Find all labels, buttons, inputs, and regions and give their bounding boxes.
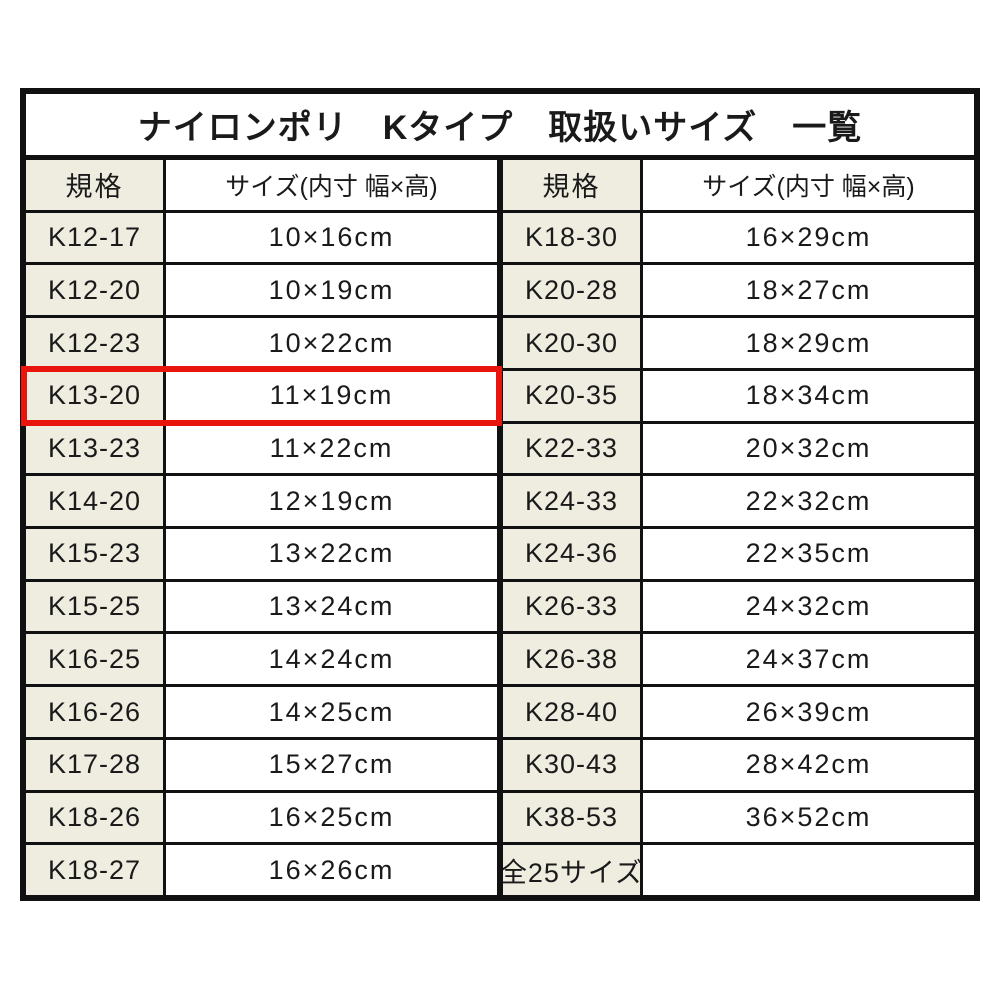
spec-code-cell: K12-23: [26, 318, 166, 368]
spec-code-cell: K26-38: [503, 634, 643, 685]
table-row: K18-30 16×29cm: [503, 212, 974, 266]
spec-code-cell: K38-53: [503, 792, 643, 843]
table-row: K16-25 14×24cm: [26, 634, 497, 688]
size-value-cell: 15×27cm: [166, 739, 497, 790]
spec-code-cell: K18-26: [26, 792, 166, 843]
table-left-half: 規格 サイズ(内寸 幅×高) K12-17 10×16cm K12-20 10×19c…: [21, 160, 503, 896]
size-value-cell: 24×37cm: [643, 634, 974, 685]
spec-code-cell: K20-28: [503, 265, 643, 316]
spec-code-cell: K26-33: [503, 581, 643, 632]
size-value-cell: 16×25cm: [166, 792, 497, 843]
size-value-cell: [643, 845, 974, 896]
spec-column-header: 規格: [26, 160, 166, 210]
spec-code-cell: K22-33: [503, 423, 643, 474]
spec-code-cell: K15-25: [26, 581, 166, 632]
spec-code-cell: K15-23: [26, 529, 166, 579]
size-value-cell: 14×25cm: [166, 687, 497, 737]
size-value-cell: 18×27cm: [643, 265, 974, 316]
spec-code-cell: K12-20: [26, 265, 166, 316]
table-row: K18-26 16×25cm: [26, 792, 497, 846]
table-row: K12-17 10×16cm: [26, 212, 497, 266]
spec-code-cell: K28-40: [503, 687, 643, 737]
size-column-header: サイズ(内寸 幅×高): [166, 160, 497, 210]
table-row: K13-23 11×22cm: [26, 423, 497, 477]
table-row: K26-33 24×32cm: [503, 581, 974, 635]
table-row: K18-27 16×26cm: [26, 845, 497, 896]
size-value-cell: 22×32cm: [643, 476, 974, 527]
spec-code-cell: K16-25: [26, 634, 166, 685]
size-value-cell: 22×35cm: [643, 529, 974, 579]
table-row: K14-20 12×19cm: [26, 476, 497, 530]
table-body: 規格 サイズ(内寸 幅×高) K12-17 10×16cm K12-20 10×19c…: [21, 160, 974, 896]
spec-code-cell: K16-26: [26, 687, 166, 737]
table-right-half: 規格 サイズ(内寸 幅×高) K18-30 16×29cm K20-28 18×27c…: [503, 160, 974, 896]
spec-code-cell: K20-35: [503, 370, 643, 421]
spec-code-cell: K14-20: [26, 476, 166, 527]
size-value-cell: 10×16cm: [166, 212, 497, 263]
header-row: 規格 サイズ(内寸 幅×高): [26, 160, 497, 213]
table-row-highlighted: K13-20 11×19cm: [21, 365, 502, 426]
table-row: K22-33 20×32cm: [503, 423, 974, 477]
table-row: K28-40 26×39cm: [503, 687, 974, 740]
table-row: K38-53 36×52cm: [503, 792, 974, 846]
table-row: K15-23 13×22cm: [26, 529, 497, 582]
table-row: K24-36 22×35cm: [503, 529, 974, 582]
table-row: K12-20 10×19cm: [26, 265, 497, 319]
table-row: K30-43 28×42cm: [503, 739, 974, 793]
spec-code-cell: K24-33: [503, 476, 643, 527]
table-row: 全25サイズ: [503, 845, 974, 896]
spec-code-cell: K24-36: [503, 529, 643, 579]
size-value-cell: 13×22cm: [166, 529, 497, 579]
table-row: K24-33 22×32cm: [503, 476, 974, 530]
table-title: ナイロンポリ Kタイプ 取扱いサイズ 一覧: [26, 94, 974, 160]
header-row: 規格 サイズ(内寸 幅×高): [503, 160, 974, 213]
table-row: K20-35 18×34cm: [503, 370, 974, 424]
table-row: K16-26 14×25cm: [26, 687, 497, 740]
table-row: K17-28 15×27cm: [26, 739, 497, 793]
table-row: K20-28 18×27cm: [503, 265, 974, 319]
spec-code-cell: K13-20: [26, 370, 166, 421]
size-value-cell: 24×32cm: [643, 581, 974, 632]
size-value-cell: 16×29cm: [643, 212, 974, 263]
spec-code-cell: 全25サイズ: [503, 845, 643, 896]
size-value-cell: 16×26cm: [166, 845, 497, 896]
size-value-cell: 14×24cm: [166, 634, 497, 685]
size-value-cell: 20×32cm: [643, 423, 974, 474]
size-value-cell: 10×22cm: [166, 318, 497, 368]
table-row: K15-25 13×24cm: [26, 581, 497, 635]
size-value-cell: 11×19cm: [166, 370, 497, 421]
spec-code-cell: K17-28: [26, 739, 166, 790]
size-value-cell: 28×42cm: [643, 739, 974, 790]
spec-code-cell: K30-43: [503, 739, 643, 790]
spec-code-cell: K18-30: [503, 212, 643, 263]
spec-code-cell: K20-30: [503, 318, 643, 368]
size-value-cell: 36×52cm: [643, 792, 974, 843]
spec-code-cell: K18-27: [26, 845, 166, 896]
size-value-cell: 10×19cm: [166, 265, 497, 316]
size-value-cell: 12×19cm: [166, 476, 497, 527]
size-value-cell: 18×29cm: [643, 318, 974, 368]
size-value-cell: 18×34cm: [643, 370, 974, 421]
table-row: K12-23 10×22cm: [26, 318, 497, 371]
table-row: K26-38 24×37cm: [503, 634, 974, 688]
size-value-cell: 13×24cm: [166, 581, 497, 632]
spec-code-cell: K13-23: [26, 423, 166, 474]
size-value-cell: 26×39cm: [643, 687, 974, 737]
spec-column-header: 規格: [503, 160, 643, 210]
table-row: K20-30 18×29cm: [503, 318, 974, 371]
size-value-cell: 11×22cm: [166, 423, 497, 474]
size-chart-table: ナイロンポリ Kタイプ 取扱いサイズ 一覧 規格 サイズ(内寸 幅×高) K12…: [20, 88, 980, 901]
spec-code-cell: K12-17: [26, 212, 166, 263]
size-column-header: サイズ(内寸 幅×高): [643, 160, 974, 210]
